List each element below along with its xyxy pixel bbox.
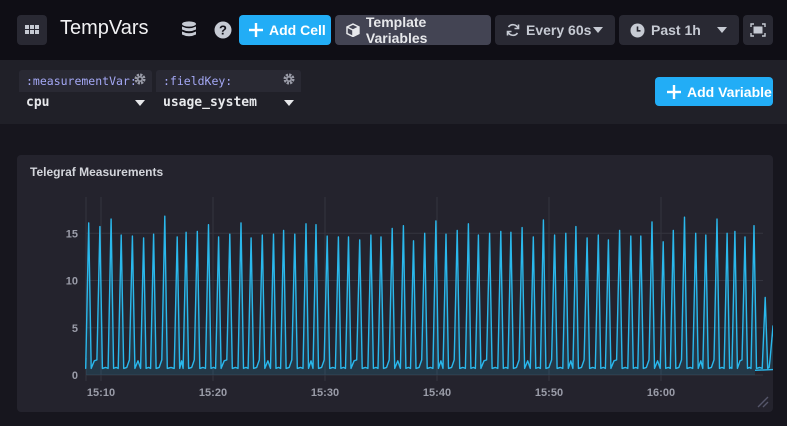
- variable-value-dropdown[interactable]: cpu: [19, 92, 152, 114]
- resize-handle-icon[interactable]: [755, 394, 769, 408]
- template-variables-button[interactable]: Template Variables: [335, 14, 491, 46]
- chevron-down-icon: [717, 27, 727, 33]
- gear-icon[interactable]: [134, 73, 146, 85]
- template-variable-measurementvar: :measurementVar: cpu: [19, 70, 152, 114]
- variable-name: :fieldKey:: [163, 74, 233, 88]
- database-icon: [182, 21, 196, 37]
- add-cell-label: Add Cell: [269, 22, 326, 38]
- x-tick-label: 15:50: [535, 387, 563, 399]
- template-variables-label: Template Variables: [365, 14, 428, 46]
- x-tick-label: 15:10: [87, 387, 115, 399]
- clock-icon: [630, 23, 645, 37]
- gear-icon[interactable]: [283, 73, 295, 85]
- variable-name: :measurementVar:: [26, 74, 137, 88]
- add-variable-label: Add Variable: [687, 83, 772, 100]
- y-tick-label: 5: [72, 323, 78, 335]
- variable-value: usage_system: [163, 95, 257, 110]
- chevron-down-icon: [593, 27, 603, 33]
- y-tick-label: 15: [66, 228, 78, 240]
- add-variable-button[interactable]: Add Variable: [655, 77, 773, 106]
- y-tick-label: 0: [72, 370, 78, 382]
- x-tick-label: 16:00: [647, 387, 675, 399]
- time-range-label: Past 1h: [651, 22, 701, 38]
- x-tick-label: 15:20: [199, 387, 227, 399]
- series-line[interactable]: [85, 215, 773, 371]
- plus-icon: [249, 23, 263, 37]
- dashboard-title[interactable]: TempVars: [60, 17, 149, 39]
- question-icon: ?: [214, 21, 232, 39]
- chevron-down-icon: [135, 100, 145, 106]
- svg-text:?: ?: [219, 23, 227, 38]
- series-area: [85, 216, 773, 375]
- top-toolbar: TempVars ? Add Cell Template Variables: [0, 0, 787, 60]
- database-button[interactable]: [178, 18, 200, 42]
- grid-icon: [25, 25, 39, 34]
- time-range-dropdown[interactable]: Past 1h: [619, 15, 739, 45]
- autorefresh-dropdown[interactable]: Every 60s: [495, 15, 615, 45]
- autorefresh-label: Every 60s: [526, 22, 592, 38]
- x-tick-label: 15:40: [423, 387, 451, 399]
- expand-icon: [750, 23, 766, 37]
- y-tick-label: 10: [66, 276, 78, 288]
- variable-value: cpu: [26, 95, 50, 110]
- apps-menu-button[interactable]: [17, 15, 47, 45]
- line-chart[interactable]: 15:10 15:20 15:30 15:40 15:50 16:00 0 5 10 15: [17, 155, 773, 412]
- add-cell-button[interactable]: Add Cell: [239, 15, 331, 45]
- chevron-down-icon: [284, 100, 294, 106]
- plus-icon: [667, 84, 681, 99]
- template-variable-fieldkey: :fieldKey: usage_system: [156, 70, 301, 114]
- presentation-mode-button[interactable]: [743, 15, 773, 45]
- x-tick-label: 15:30: [311, 387, 339, 399]
- help-button[interactable]: ?: [212, 18, 234, 42]
- cube-icon: [346, 23, 360, 37]
- refresh-icon: [506, 23, 520, 37]
- variable-value-dropdown[interactable]: usage_system: [156, 92, 301, 114]
- cell-title: Telegraf Measurements: [30, 165, 164, 179]
- dashboard-cell[interactable]: Telegraf Measurements 15:10 15:20 15:30 15:…: [17, 155, 773, 412]
